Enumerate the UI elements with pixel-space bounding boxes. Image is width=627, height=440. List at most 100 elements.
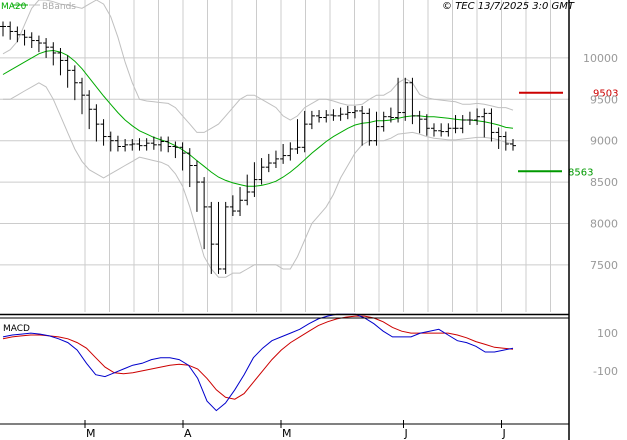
price-bar — [330, 109, 337, 121]
price-bar — [474, 108, 481, 125]
price-bar — [402, 77, 409, 121]
x-month-label: A — [184, 427, 192, 440]
price-bar — [502, 131, 509, 151]
price-bar — [265, 153, 272, 173]
bband-upper-line — [2, 0, 514, 133]
y-tick-label: 8000 — [590, 217, 618, 230]
price-bar — [308, 110, 315, 130]
price-bar — [380, 111, 387, 132]
price-bar — [244, 174, 251, 206]
price-bar — [79, 77, 86, 115]
price-bar — [258, 158, 265, 185]
price-bar — [28, 32, 35, 48]
price-bar — [316, 110, 323, 123]
ma20-path — [2, 49, 514, 187]
price-bar — [272, 150, 279, 168]
y-tick-label: 9500 — [590, 93, 618, 106]
price-bar — [158, 136, 165, 152]
price-bar — [136, 138, 143, 151]
price-bar — [229, 195, 236, 216]
price-bar — [481, 108, 488, 138]
macd-tick-label: -100 — [593, 365, 618, 378]
legend-bbands: BBands — [42, 2, 76, 12]
price-bar — [251, 162, 258, 197]
price-bar — [114, 135, 121, 152]
price-bar — [208, 201, 215, 274]
price-bar — [359, 105, 366, 146]
ma20-line — [2, 49, 514, 187]
price-bar — [466, 111, 473, 125]
price-bar — [143, 138, 150, 151]
price-bar — [323, 110, 330, 123]
price-bar — [35, 35, 42, 53]
x-month-label: J — [404, 427, 408, 440]
price-bar — [193, 160, 200, 212]
price-bar — [150, 136, 157, 150]
y-tick-label: 7500 — [590, 259, 618, 272]
price-bar — [237, 187, 244, 216]
price-bar — [43, 38, 50, 58]
price-bar — [445, 123, 452, 137]
price-bar — [351, 105, 358, 119]
macd-panel: MACD — [2, 313, 514, 412]
axis-labels: 10000 9500 9000 8500 8000 7500 100 -100 M A M J J — [84, 52, 618, 440]
resistance-level-label: 9503 — [593, 89, 618, 100]
price-bar — [129, 139, 136, 151]
price-bar — [100, 119, 107, 146]
grid-lines — [0, 0, 569, 312]
price-bar — [14, 26, 21, 43]
price-bar — [438, 123, 445, 137]
price-bar — [459, 115, 466, 134]
x-month-label: J — [502, 427, 506, 440]
bband-lower-line — [3, 82, 514, 278]
bollinger-bands — [2, 0, 514, 278]
price-bar — [165, 136, 172, 153]
macd-title: MACD — [3, 324, 30, 334]
price-bar — [64, 55, 71, 88]
price-bars — [0, 21, 516, 274]
price-bar — [93, 104, 100, 142]
legend-ma20: MA20 — [1, 2, 27, 12]
price-bar — [488, 108, 495, 142]
price-bar — [71, 65, 78, 101]
price-bar — [50, 42, 57, 66]
price-bar — [222, 201, 229, 274]
price-bar — [201, 177, 208, 250]
macd-signal-line — [2, 315, 514, 400]
price-bar — [0, 21, 6, 37]
price-bar — [215, 201, 222, 274]
y-tick-label: 9000 — [590, 135, 618, 148]
price-bar — [280, 144, 287, 164]
price-bar — [122, 139, 129, 152]
price-bar — [366, 108, 373, 146]
price-bar — [186, 148, 193, 188]
price-bar — [452, 115, 459, 134]
y-tick-label: 10000 — [583, 52, 618, 65]
price-bar — [21, 29, 28, 46]
price-bar — [344, 105, 351, 120]
y-tick-label: 8500 — [590, 176, 618, 189]
price-bar — [423, 114, 430, 136]
price-bar — [495, 127, 502, 149]
price-bar — [294, 119, 301, 154]
price-bar — [57, 48, 64, 76]
x-month-label: M — [282, 427, 292, 440]
price-bar — [416, 110, 423, 134]
price-bar — [395, 77, 402, 123]
price-levels: 9503 8563 — [518, 89, 618, 178]
price-bar — [7, 21, 14, 40]
price-bar — [107, 131, 114, 152]
support-level-label: 8563 — [568, 167, 593, 178]
price-bar — [373, 111, 380, 146]
x-month-label: M — [86, 427, 96, 440]
price-bar — [409, 77, 416, 125]
macd-line — [2, 313, 514, 412]
chart-frame — [0, 0, 570, 440]
price-bar — [287, 142, 294, 161]
price-bar — [337, 107, 344, 121]
price-bar — [430, 123, 437, 137]
price-bar — [301, 110, 308, 153]
price-bar — [172, 141, 179, 159]
